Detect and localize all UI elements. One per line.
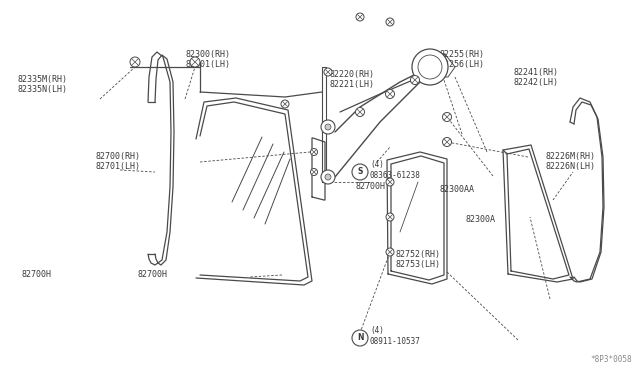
Circle shape — [352, 164, 368, 180]
Text: 82300AA: 82300AA — [440, 185, 475, 194]
Text: (4): (4) — [370, 326, 384, 334]
Circle shape — [412, 49, 448, 85]
Text: 82700H: 82700H — [22, 270, 52, 279]
Circle shape — [442, 112, 451, 122]
Circle shape — [130, 57, 140, 67]
Circle shape — [355, 108, 365, 116]
Text: 82300(RH)
82301(LH): 82300(RH) 82301(LH) — [185, 50, 230, 70]
Circle shape — [352, 330, 368, 346]
Text: *8P3*0058: *8P3*0058 — [590, 355, 632, 364]
Text: 08911-10537: 08911-10537 — [370, 337, 421, 346]
Text: 82700(RH)
82701(LH): 82700(RH) 82701(LH) — [95, 152, 140, 171]
Text: (4): (4) — [370, 160, 384, 169]
Text: 82752(RH)
82753(LH): 82752(RH) 82753(LH) — [395, 250, 440, 269]
Circle shape — [386, 18, 394, 26]
Circle shape — [325, 124, 331, 130]
Circle shape — [190, 57, 200, 67]
Text: 08363-61238: 08363-61238 — [370, 171, 421, 180]
Text: N: N — [356, 334, 364, 343]
Text: 82300A: 82300A — [466, 215, 496, 224]
Circle shape — [281, 100, 289, 108]
Text: 82700H: 82700H — [356, 182, 386, 191]
Circle shape — [321, 170, 335, 184]
Circle shape — [385, 90, 394, 99]
Circle shape — [386, 248, 394, 256]
Circle shape — [410, 76, 419, 84]
Text: 82335M(RH)
82335N(LH): 82335M(RH) 82335N(LH) — [18, 75, 68, 94]
Circle shape — [310, 148, 317, 155]
Circle shape — [386, 213, 394, 221]
Text: 82700H: 82700H — [138, 270, 168, 279]
Circle shape — [310, 169, 317, 176]
Circle shape — [324, 68, 332, 76]
Circle shape — [442, 138, 451, 147]
Text: 82255(RH)
82256(LH): 82255(RH) 82256(LH) — [440, 50, 485, 70]
Text: 82226M(RH)
82226N(LH): 82226M(RH) 82226N(LH) — [545, 152, 595, 171]
Circle shape — [386, 178, 394, 186]
Text: 82220(RH)
82221(LH): 82220(RH) 82221(LH) — [330, 70, 375, 89]
Circle shape — [356, 13, 364, 21]
Text: 82241(RH)
82242(LH): 82241(RH) 82242(LH) — [513, 68, 558, 87]
Text: S: S — [357, 167, 363, 176]
Circle shape — [321, 120, 335, 134]
Circle shape — [418, 55, 442, 79]
Circle shape — [325, 174, 331, 180]
